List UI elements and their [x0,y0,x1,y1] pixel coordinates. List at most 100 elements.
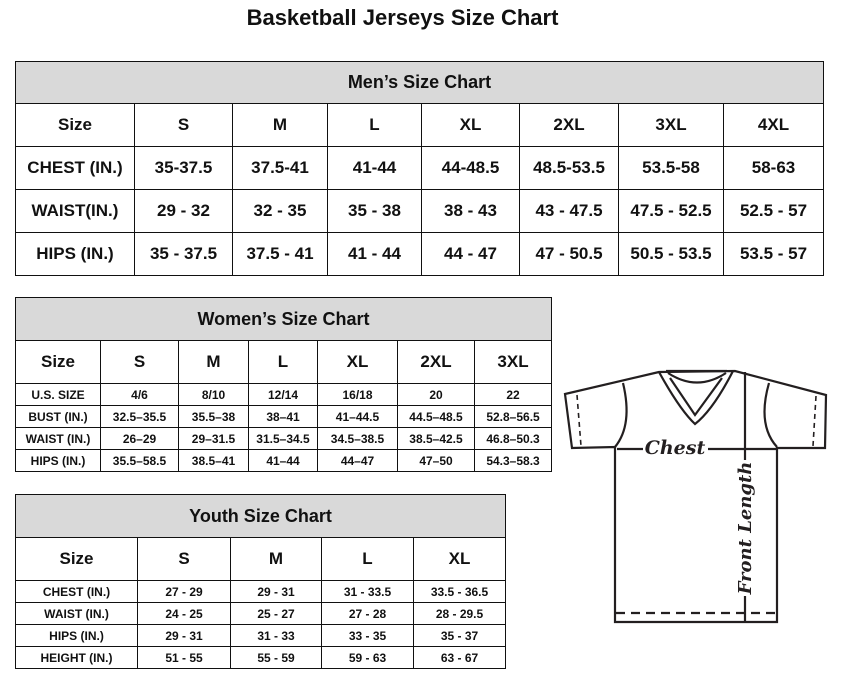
table-cell: 59 - 63 [321,646,414,669]
page-title: Basketball Jerseys Size Chart [246,5,559,30]
table-cell: 33 - 35 [321,624,414,647]
size-header-row: Size S M L XL 2XL 3XL [15,340,553,384]
size-header-cell: Size [15,537,138,581]
youth-size-table: Youth Size Chart Size S M L XL CHEST (IN.) 27 … [14,494,507,669]
table-cell: 44-48.5 [421,146,520,190]
youth-heading: Youth Size Chart [14,494,507,538]
chest-label: Chest [645,437,706,459]
table-cell: 25 - 27 [230,602,322,625]
table-cell: 4/6 [100,383,179,406]
table-cell: 29 - 31 [137,624,231,647]
front-length-label: Front Length [735,462,756,596]
table-cell: 50.5 - 53.5 [618,232,724,276]
table-cell: 20 [397,383,475,406]
size-header-cell: Size [15,103,135,147]
table-cell: 35.5–38 [178,405,249,428]
size-header-cell: L [321,537,414,581]
size-header-cell: 3XL [473,340,553,384]
shirt-outline [563,369,828,624]
table-row: WAIST (IN.) 26–29 29–31.5 31.5–34.5 34.5–38.… [15,427,553,450]
table-cell: 53.5 - 57 [723,232,824,276]
size-header-cell: 2XL [397,340,475,384]
row-label: WAIST (IN.) [15,602,138,625]
table-row: CHEST (IN.) 35-37.5 37.5-41 41-44 44-48.5 48.… [15,146,824,190]
row-label: BUST (IN.) [15,405,101,428]
table-cell: 46.8–50.3 [473,427,553,450]
table-cell: 41-44 [327,146,422,190]
table-cell: 55 - 59 [230,646,322,669]
mens-heading: Men’s Size Chart [15,61,824,104]
row-label: HIPS (IN.) [15,449,101,472]
table-cell: 35 - 37.5 [134,232,233,276]
table-cell: 47–50 [397,449,475,472]
table-cell: 41–44 [248,449,318,472]
size-header-cell: XL [421,103,520,147]
table-row: HIPS (IN.) 35 - 37.5 37.5 - 41 41 - 44 44 - … [15,232,824,276]
row-label: CHEST (IN.) [15,580,138,603]
womens-heading: Women’s Size Chart [14,297,553,341]
table-cell: 44–47 [317,449,398,472]
size-header-cell: S [137,537,231,581]
table-cell: 32 - 35 [232,189,328,233]
row-label: WAIST(IN.) [15,189,135,233]
table-row: U.S. SIZE 4/6 8/10 12/14 16/18 20 22 [15,383,553,406]
size-header-cell: L [248,340,318,384]
table-cell: 27 - 29 [137,580,231,603]
table-row: CHEST (IN.) 27 - 29 29 - 31 31 - 33.5 33.5 -… [15,580,507,603]
table-cell: 38 - 43 [421,189,520,233]
table-cell: 31.5–34.5 [248,427,318,450]
table-cell: 16/18 [317,383,398,406]
size-header-cell: M [232,103,328,147]
table-cell: 41–44.5 [317,405,398,428]
size-header-row: Size S M L XL [15,537,507,581]
table-cell: 31 - 33 [230,624,322,647]
table-cell: 27 - 28 [321,602,414,625]
table-cell: 44 - 47 [421,232,520,276]
table-cell: 48.5-53.5 [519,146,619,190]
size-header-row: Size S M L XL 2XL 3XL 4XL [15,103,824,147]
table-cell: 38.5–42.5 [397,427,475,450]
table-cell: 22 [473,383,553,406]
table-cell: 24 - 25 [137,602,231,625]
size-header-cell: 4XL [723,103,824,147]
size-header-cell: S [100,340,179,384]
table-cell: 35 - 37 [412,624,507,647]
table-row: HIPS (IN.) 35.5–58.5 38.5–41 41–44 44–47 47–5… [15,449,553,472]
size-header-cell: L [327,103,422,147]
table-cell: 53.5-58 [618,146,724,190]
size-header-cell: M [178,340,249,384]
womens-size-table: Women’s Size Chart Size S M L XL 2XL 3XL U.S. S… [14,297,553,472]
table-cell: 63 - 67 [412,646,507,669]
table-cell: 43 - 47.5 [519,189,619,233]
table-cell: 29 - 31 [230,580,322,603]
row-label: U.S. SIZE [15,383,101,406]
size-header-cell: 2XL [519,103,619,147]
table-cell: 32.5–35.5 [100,405,179,428]
row-label: HIPS (IN.) [15,624,138,647]
size-header-cell: M [230,537,322,581]
table-cell: 29–31.5 [178,427,249,450]
table-cell: 29 - 32 [134,189,233,233]
row-label: CHEST (IN.) [15,146,135,190]
mens-size-table: Men’s Size Chart Size S M L XL 2XL 3XL 4XL CHEST… [15,61,824,276]
size-header-cell: Size [15,340,101,384]
table-cell: 28 - 29.5 [412,602,507,625]
table-cell: 52.8–56.5 [473,405,553,428]
table-cell: 33.5 - 36.5 [412,580,507,603]
table-cell: 37.5 - 41 [232,232,328,276]
size-header-cell: S [134,103,233,147]
table-cell: 8/10 [178,383,249,406]
table-cell: 26–29 [100,427,179,450]
row-label: HIPS (IN.) [15,232,135,276]
table-row: BUST (IN.) 32.5–35.5 35.5–38 38–41 41–44.5 44… [15,405,553,428]
table-cell: 38–41 [248,405,318,428]
size-header-cell: XL [412,537,507,581]
table-cell: 54.3–58.3 [473,449,553,472]
table-cell: 31 - 33.5 [321,580,414,603]
row-label: HEIGHT (IN.) [15,646,138,669]
table-cell: 35.5–58.5 [100,449,179,472]
table-cell: 44.5–48.5 [397,405,475,428]
table-cell: 38.5–41 [178,449,249,472]
size-header-cell: XL [317,340,398,384]
